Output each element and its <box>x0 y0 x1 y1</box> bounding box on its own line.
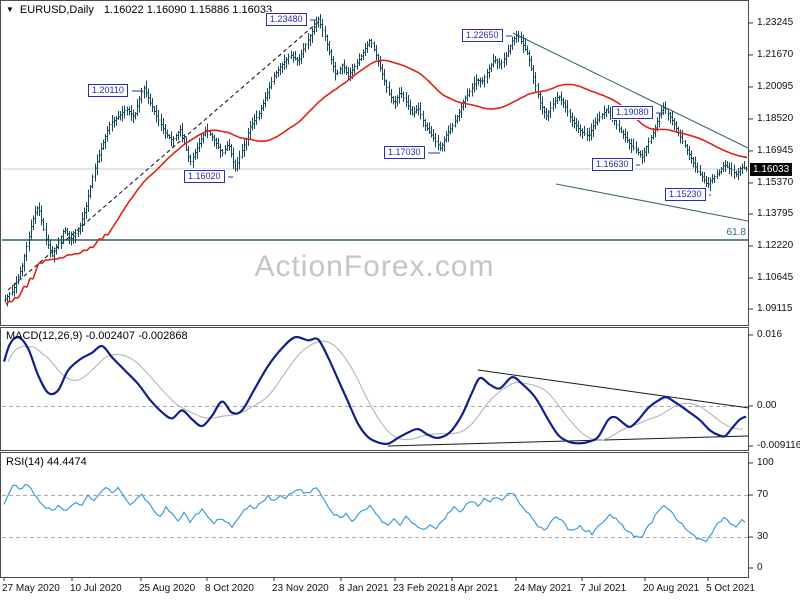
rsi-panel[interactable] <box>0 452 749 578</box>
ohlc-values: 1.16022 1.16090 1.15886 1.16033 <box>103 4 273 16</box>
date-axis-label: 8 Jan 2021 <box>339 583 389 594</box>
rsi-axis-tick-label: 30 <box>757 531 769 542</box>
symbol-dropdown-icon[interactable]: ▼ <box>6 5 14 14</box>
price-axis-tick-label: 1.12220 <box>757 240 794 251</box>
price-axis-tick-label: 1.15370 <box>757 177 794 188</box>
price-axis-tick-label: 1.23245 <box>757 17 794 28</box>
macd-indicator-label: MACD(12,26,9) -0.002407 -0.002868 <box>6 330 188 342</box>
macd-panel[interactable] <box>0 327 749 451</box>
price-axis-tick-label: 1.10645 <box>757 272 794 283</box>
price-axis-tick-label: 1.18520 <box>757 113 794 124</box>
date-axis-label: 7 Jul 2021 <box>580 583 627 594</box>
symbol-title: EURUSD,Daily <box>19 4 94 16</box>
price-annotation[interactable]: 1.17030 <box>384 146 425 159</box>
date-axis-label: 10 Jul 2020 <box>70 583 122 594</box>
price-annotation[interactable]: 1.23480 <box>266 13 307 26</box>
chart-header: ▼ EURUSD,Daily 1.16022 1.16090 1.15886 1.1… <box>6 4 272 16</box>
price-annotation[interactable]: 1.22650 <box>462 29 503 42</box>
price-axis-tick-label: 1.09115 <box>757 303 793 314</box>
rsi-axis-tick-label: 0 <box>757 562 763 573</box>
date-axis-label: 20 Aug 2021 <box>643 583 700 594</box>
date-axis-label: 8 Apr 2021 <box>450 583 499 594</box>
price-annotation[interactable]: 1.20110 <box>88 84 128 97</box>
rsi-axis-tick-label: 70 <box>757 489 769 500</box>
macd-axis-tick-label: -0.009116 <box>757 440 800 451</box>
date-axis-label: 8 Oct 2020 <box>205 583 254 594</box>
date-axis-label: 5 Oct 2021 <box>706 583 755 594</box>
rsi-axis-tick-label: 100 <box>757 457 774 468</box>
price-axis-tick-label: 1.21670 <box>757 49 794 60</box>
price-axis-tick-label: 1.13795 <box>757 208 794 219</box>
macd-axis-tick-label: 0.00 <box>757 400 777 411</box>
date-axis-label: 23 Nov 2020 <box>272 583 329 594</box>
price-annotation[interactable]: 1.19080 <box>612 106 653 119</box>
date-axis-label: 24 May 2021 <box>514 583 572 594</box>
watermark: ActionForex.com <box>254 250 495 283</box>
rsi-indicator-label: RSI(14) 44.4474 <box>6 456 87 468</box>
price-annotation[interactable]: 1.16630 <box>592 158 633 171</box>
price-axis-tick-label: 1.20095 <box>757 81 794 92</box>
price-annotation[interactable]: 1.16020 <box>184 170 225 183</box>
price-annotation[interactable]: 1.15230 <box>665 188 706 201</box>
current-price-tag: 1.16033 <box>750 163 793 176</box>
macd-axis-tick-label: 0.016 <box>757 329 783 340</box>
date-axis-label: 23 Feb 2021 <box>393 583 450 594</box>
date-axis-label: 27 May 2020 <box>2 583 60 594</box>
fib-618-label: 61.8 <box>726 227 746 238</box>
price-axis-tick-label: 1.16945 <box>757 145 794 156</box>
date-axis-label: 25 Aug 2020 <box>139 583 196 594</box>
